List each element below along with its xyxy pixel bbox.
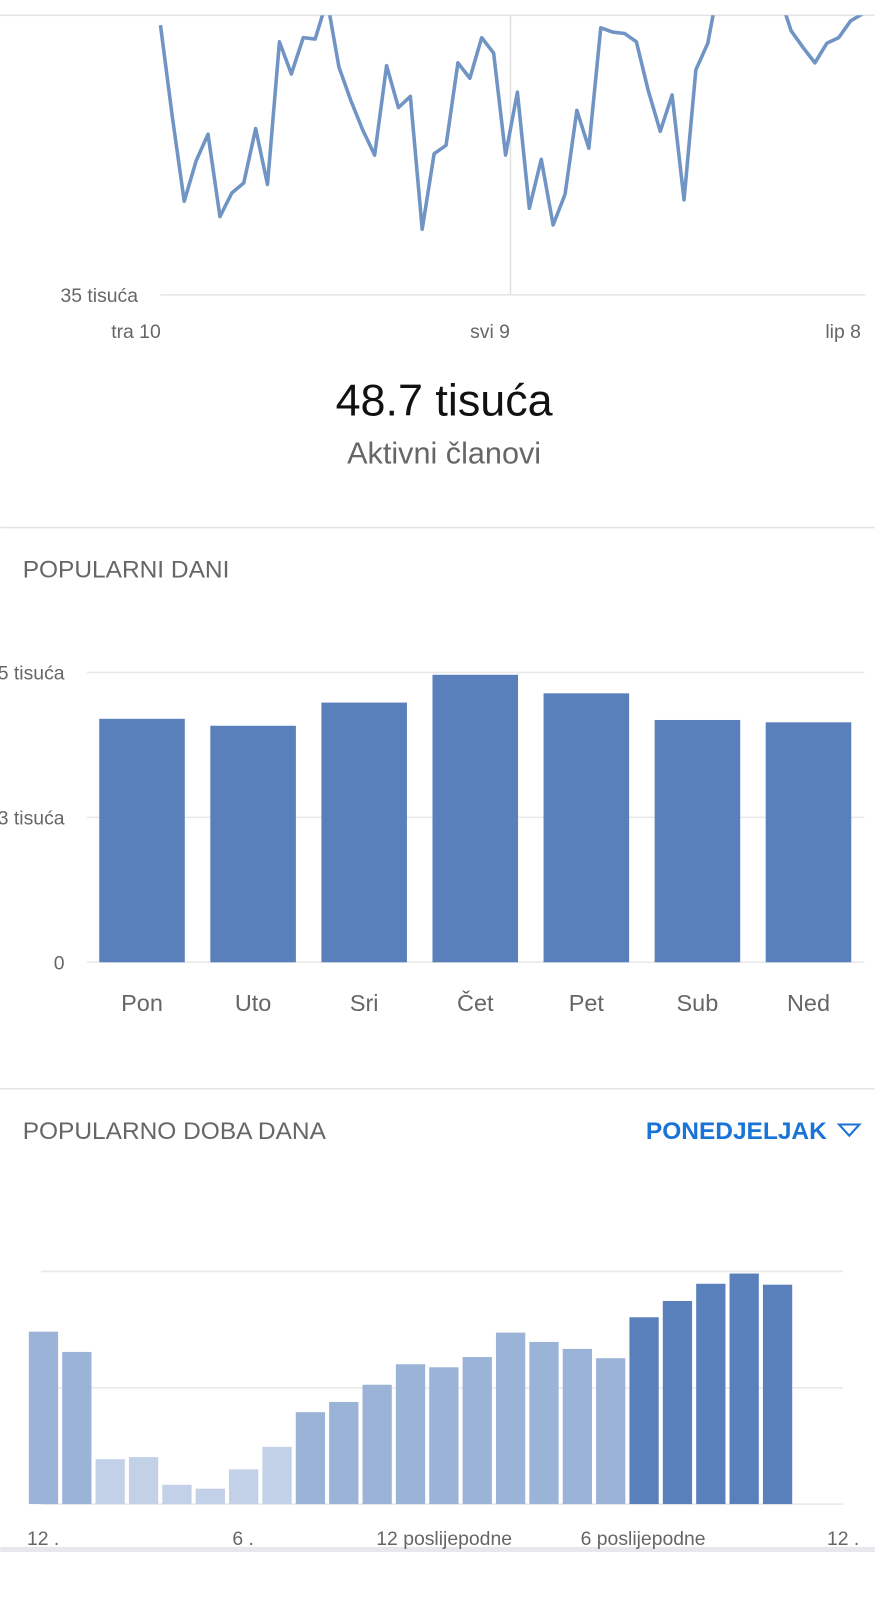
x-tick-label: svi 9 — [470, 321, 510, 343]
x-tick-label: 12 . — [27, 1528, 59, 1550]
x-tick-label: Sri — [350, 990, 379, 1016]
dropdown-icon[interactable] — [836, 1123, 862, 1138]
y-tick-label: 25 tisuća — [0, 663, 65, 685]
bar — [762, 1284, 793, 1505]
bar — [696, 1283, 726, 1505]
x-tick-label: Sub — [677, 990, 719, 1016]
x-tick-label: Pon — [121, 990, 163, 1016]
bar — [543, 693, 630, 963]
x-tick-label: 12 . — [827, 1528, 859, 1550]
bar — [329, 1401, 359, 1505]
divider — [0, 1546, 875, 1553]
summary-value: 48.7 tisuća — [336, 374, 553, 425]
bar — [629, 1317, 659, 1505]
bar — [729, 1273, 759, 1505]
summary-label: Aktivni članovi — [347, 436, 541, 470]
bar — [362, 1384, 392, 1505]
bar — [429, 1367, 459, 1505]
section-title: POPULARNI DANI — [23, 557, 230, 584]
data-line — [158, 15, 864, 231]
bar — [662, 1300, 693, 1505]
bar — [654, 719, 741, 963]
bar — [210, 725, 296, 963]
y-tick-label: 13 tisuća — [0, 807, 65, 829]
bar — [529, 1341, 559, 1505]
day-selector[interactable]: PONEDJELJAK — [646, 1118, 862, 1145]
x-tick-label: Čet — [457, 989, 494, 1016]
x-tick-label: tra 10 — [111, 321, 161, 343]
bar — [295, 1412, 326, 1505]
x-tick-label: lip 8 — [825, 321, 861, 343]
x-tick-label: 6 . — [232, 1528, 254, 1550]
bar — [395, 1364, 426, 1505]
section-title: POPULARNO DOBA DANA — [23, 1118, 327, 1145]
bar — [321, 702, 407, 963]
bar — [195, 1488, 225, 1505]
bar — [562, 1348, 592, 1505]
bar — [432, 674, 519, 963]
selector-label[interactable]: PONEDJELJAK — [646, 1118, 827, 1145]
bar — [596, 1358, 626, 1505]
bar — [128, 1457, 159, 1505]
x-tick-label: 6 poslijepodne — [581, 1528, 706, 1550]
bar — [462, 1357, 492, 1505]
bar — [262, 1446, 292, 1505]
y-tick-label: 35 tisuća — [60, 285, 138, 307]
bar — [62, 1351, 92, 1505]
bar — [229, 1469, 259, 1505]
bar — [765, 722, 852, 963]
bar — [28, 1331, 59, 1505]
bar — [162, 1484, 192, 1505]
bar — [95, 1459, 125, 1505]
x-tick-label: Uto — [235, 990, 271, 1016]
bar — [99, 718, 185, 963]
bar — [495, 1332, 526, 1505]
x-tick-label: Ned — [787, 990, 830, 1016]
y-tick-label: 0 — [54, 952, 65, 974]
x-tick-label: 12 poslijepodne — [376, 1528, 512, 1550]
x-tick-label: Pet — [569, 990, 605, 1016]
